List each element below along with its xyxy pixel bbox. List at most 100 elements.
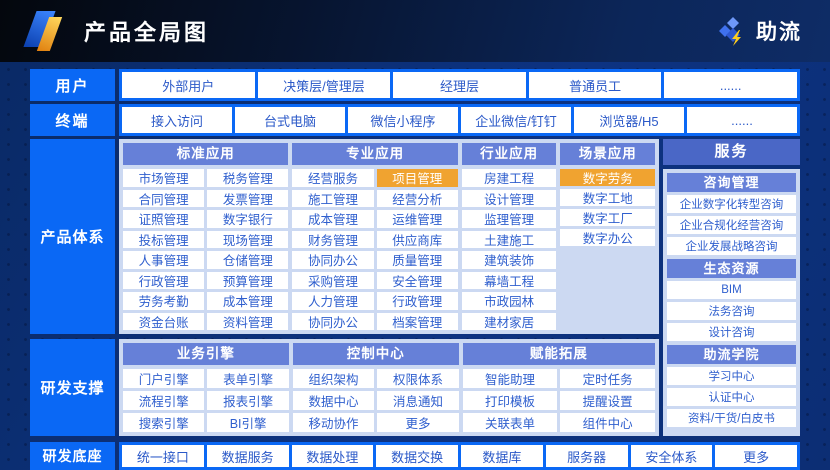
- app-item: 市场管理: [123, 169, 205, 187]
- base-item: 数据服务: [206, 445, 289, 467]
- base-item: 更多: [715, 445, 797, 467]
- extend-item: 提醒设置: [560, 391, 656, 410]
- terminal-item: 台式电脑: [235, 107, 345, 133]
- user-group-item: 普通员工: [528, 72, 662, 98]
- app-item: 施工管理: [292, 189, 374, 207]
- app-item: 预算管理: [207, 271, 289, 289]
- product-system-label: 产品体系: [30, 139, 115, 334]
- group-professional-apps-items: 经营服务 项目管理 施工管理 经营分析 成本管理 运维管理 财务管理 供应商库 协同办公 质量管理…: [292, 169, 458, 330]
- extend-item: 智能助理: [462, 369, 558, 388]
- users-row-items: 外部用户 决策层/管理层 经理层 普通员工......: [119, 69, 800, 101]
- group-scenario-apps-title: 场景应用: [560, 143, 655, 165]
- service-section-ecology: 生态资源 BIM 法务咨询 设计咨询: [667, 259, 796, 341]
- app-item: 行政管理: [123, 271, 205, 289]
- app-item: 成本管理: [207, 292, 289, 310]
- engine-item: 搜索引擎: [123, 413, 205, 432]
- zhuliu-diamond-lightning-icon: [719, 17, 741, 46]
- terminal-item: 浏览器/H5: [574, 107, 684, 133]
- extend-item: 打印模板: [462, 391, 558, 410]
- service-item: 学习中心: [667, 367, 796, 385]
- extend-item: 定时任务: [560, 369, 656, 388]
- app-item: 采购管理: [292, 271, 374, 289]
- company-logo-icon: [23, 8, 70, 54]
- app-item: 人力管理: [292, 292, 374, 310]
- control-item: 移动协作: [292, 413, 375, 432]
- control-item: 更多: [377, 413, 459, 432]
- product-system-panel: 标准应用 市场管理 税务管理 合同管理 发票管理 证照管理 数字银行 投标管理 现场管理 人事管…: [119, 139, 659, 334]
- group-business-engines-title: 业务引擎: [123, 343, 289, 365]
- service-item: 法务咨询: [667, 302, 796, 320]
- group-standard-apps: 标准应用 市场管理 税务管理 合同管理 发票管理 证照管理 数字银行 投标管理 现场管理 人事管…: [123, 143, 289, 330]
- app-item: 项目管理: [376, 169, 458, 187]
- group-scenario-apps: 场景应用 数字劳务 数字工地 数字工厂 数字办公: [560, 143, 655, 330]
- terminals-row-label: 终端: [30, 104, 115, 136]
- app-item: 房建工程: [461, 169, 557, 187]
- service-section-consulting-title: 咨询管理: [667, 173, 796, 192]
- services-title: 服务: [663, 139, 800, 165]
- base-item: 安全体系: [630, 445, 713, 467]
- rd-support-label: 研发支撑: [30, 339, 115, 436]
- engine-item: 表单引擎: [207, 369, 289, 388]
- group-industry-apps-title: 行业应用: [461, 143, 557, 165]
- users-row: 用户 外部用户 决策层/管理层 经理层 普通员工......: [30, 69, 800, 101]
- app-item: 仓储管理: [207, 251, 289, 269]
- group-scenario-apps-items: 数字劳务 数字工地 数字工厂 数字办公: [560, 169, 655, 330]
- user-group-item: 外部用户: [122, 72, 255, 98]
- extend-item: 关联表单: [462, 413, 558, 432]
- group-professional-apps: 专业应用 经营服务 项目管理 施工管理 经营分析 成本管理 运维管理 财务管理 供应商库 协同办…: [292, 143, 458, 330]
- service-section-consulting-items: 企业数字化转型咨询 企业合规化经营咨询 企业发展战略咨询: [667, 195, 796, 255]
- group-control-center-items: 组织架构 权限体系 数据中心 消息通知 移动协作 更多: [292, 369, 459, 432]
- rd-base-items: 统一接口 数据服务 数据处理 数据交换 数据库 服务器 安全体系 更多: [119, 442, 800, 470]
- terminal-item: 接入访问: [122, 107, 232, 133]
- header-bar: 产品全局图 助流: [0, 0, 830, 62]
- app-item: 供应商库: [376, 230, 458, 248]
- base-item: 服务器: [545, 445, 628, 467]
- group-empower-extend: 赋能拓展 智能助理 定时任务 打印模板 提醒设置 关联表单 组件中心: [462, 343, 656, 432]
- app-item: 监理管理: [461, 210, 557, 228]
- rd-base-row: 研发底座 统一接口 数据服务 数据处理 数据交换 数据库 服务器 安全体系 更多: [30, 442, 800, 470]
- base-item: 数据处理: [291, 445, 374, 467]
- service-section-academy-items: 学习中心 认证中心 资料/干货/白皮书: [667, 367, 796, 427]
- app-item: 数字劳务: [560, 169, 655, 186]
- service-item: BIM: [667, 281, 796, 299]
- control-item: 消息通知: [377, 391, 459, 410]
- service-item: 企业数字化转型咨询: [667, 195, 796, 213]
- app-item: 现场管理: [207, 230, 289, 248]
- app-item: 资料管理: [207, 312, 289, 330]
- engine-item: 报表引擎: [207, 391, 289, 410]
- app-item: 土建施工: [461, 230, 557, 248]
- service-section-ecology-items: BIM 法务咨询设计咨询: [667, 281, 796, 341]
- service-item: 企业发展战略咨询: [667, 237, 796, 255]
- terminal-item: ......: [687, 107, 797, 133]
- user-group-item: 决策层/管理层: [257, 72, 391, 98]
- app-item: 数字工厂: [560, 209, 655, 226]
- service-section-consulting: 咨询管理 企业数字化转型咨询 企业合规化经营咨询 企业发展战略咨询: [667, 173, 796, 255]
- service-item: 认证中心: [667, 388, 796, 406]
- app-item: 协同办公: [292, 251, 374, 269]
- control-item: 权限体系: [377, 369, 459, 388]
- user-group-item: ......: [664, 72, 797, 98]
- rd-support-panel: 业务引擎 门户引擎 表单引擎 流程引擎 报表引擎 搜索引擎 BI引擎 控制中心 组织架构权…: [119, 339, 659, 436]
- service-item: 设计咨询: [667, 323, 796, 341]
- app-item: 建筑装饰: [461, 251, 557, 269]
- app-item: 资金台账: [123, 312, 205, 330]
- base-item: 统一接口: [122, 445, 204, 467]
- group-industry-apps-items: 房建工程 设计管理 监理管理 土建施工 建筑装饰 幕墙工程 市政园林 建材家居: [461, 169, 557, 330]
- page-title: 产品全局图: [84, 20, 210, 45]
- group-industry-apps: 行业应用 房建工程 设计管理 监理管理 土建施工 建筑装饰 幕墙工程 市政园林 建材家居: [461, 143, 557, 330]
- engine-item: 门户引擎: [123, 369, 205, 388]
- terminal-item: 企业微信/钉钉: [461, 107, 571, 133]
- brand-name: 助流: [756, 21, 802, 44]
- terminals-row: 终端 接入访问 台式电脑 微信小程序 企业微信/钉钉 浏览器/H5......: [30, 104, 800, 136]
- terminal-item: 微信小程序: [348, 107, 458, 133]
- app-item: 经营服务: [292, 169, 374, 187]
- service-item: 企业合规化经营咨询: [667, 216, 796, 234]
- extend-item: 组件中心: [560, 413, 656, 432]
- app-item: 质量管理: [376, 251, 458, 269]
- app-item: 档案管理: [376, 312, 458, 330]
- rd-base-label: 研发底座: [30, 442, 115, 470]
- service-section-academy-title: 助流学院: [667, 345, 796, 364]
- group-business-engines: 业务引擎 门户引擎 表单引擎 流程引擎 报表引擎 搜索引擎 BI引擎: [123, 343, 289, 432]
- brand-logo: 助流: [719, 16, 802, 46]
